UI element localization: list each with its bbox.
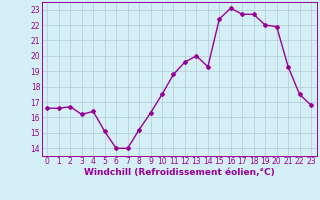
X-axis label: Windchill (Refroidissement éolien,°C): Windchill (Refroidissement éolien,°C) bbox=[84, 168, 275, 177]
